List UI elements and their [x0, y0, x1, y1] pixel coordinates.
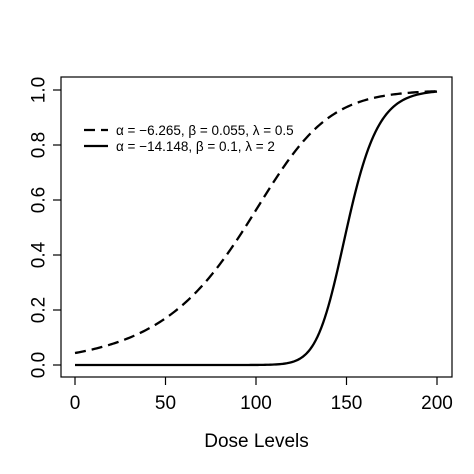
y-tick-label: 1.0 [29, 77, 50, 103]
legend-label-2: α = −14.148, β = 0.1, λ = 2 [116, 139, 275, 154]
plot-frame [60, 76, 453, 378]
y-tick-label: 0.8 [29, 132, 50, 158]
x-tick-label: 150 [331, 393, 363, 414]
x-tick-label: 100 [240, 393, 272, 414]
x-tick-label: 200 [421, 393, 453, 414]
legend-label-1: α = −6.265, β = 0.055, λ = 0.5 [116, 123, 294, 138]
series-line-1 [74, 90, 438, 355]
y-tick-label: 0.6 [29, 187, 50, 213]
x-axis-title: Dose Levels [204, 431, 309, 452]
y-tick-label: 0.2 [29, 297, 50, 323]
x-tick-label: 50 [155, 393, 176, 414]
x-axis: 0 50 100 150 200 [70, 377, 453, 414]
y-tick-label: 0.0 [29, 352, 50, 378]
y-axis: 0.0 0.2 0.4 0.6 0.8 1.0 [29, 77, 61, 378]
legend: α = −6.265, β = 0.055, λ = 0.5α = −14.14… [84, 123, 294, 154]
y-tick-label: 0.4 [29, 241, 50, 268]
x-tick-label: 0 [70, 393, 81, 414]
series-layer [74, 90, 438, 367]
series-line-2 [75, 90, 438, 367]
